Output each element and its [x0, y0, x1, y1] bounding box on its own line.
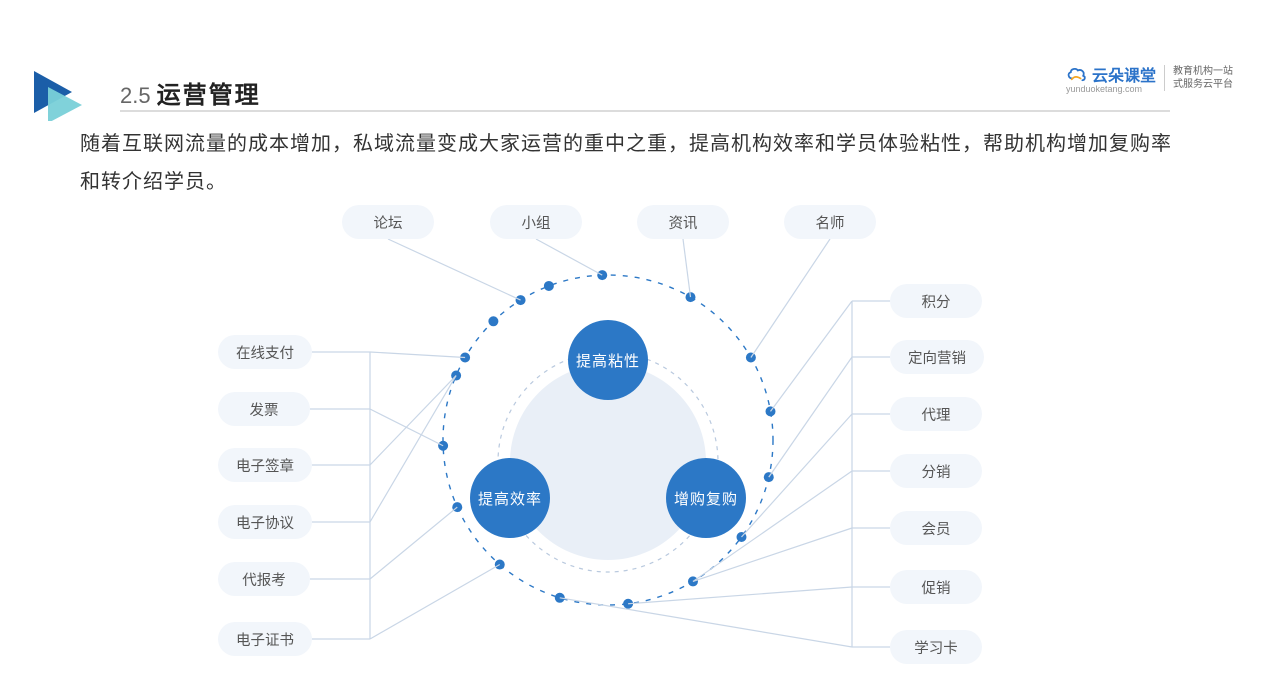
- pill-card: 学习卡: [890, 630, 982, 664]
- pill-points: 积分: [890, 284, 982, 318]
- section-number: 2.5: [120, 83, 151, 109]
- hub-left: 提高效率: [470, 458, 550, 538]
- logo-text: 云朵课堂: [1092, 62, 1156, 86]
- slide-header: 2.5 运营管理 云朵课堂 yunduoketang.com 教育机构一站 式服…: [0, 30, 1263, 90]
- pill-sign: 电子签章: [218, 448, 312, 482]
- logo-divider: [1164, 65, 1165, 91]
- cloud-icon: [1066, 66, 1088, 82]
- pill-news: 资讯: [637, 205, 729, 239]
- diagram-svg: [0, 190, 1263, 695]
- pill-member: 会员: [890, 511, 982, 545]
- pill-dist: 分销: [890, 454, 982, 488]
- pill-group: 小组: [490, 205, 582, 239]
- pill-agent: 代理: [890, 397, 982, 431]
- pill-pay: 在线支付: [218, 335, 312, 369]
- play-icon: [30, 65, 86, 121]
- pill-promo: 促销: [890, 570, 982, 604]
- section-title-text: 运营管理: [157, 75, 261, 110]
- section-title: 2.5 运营管理: [120, 75, 261, 110]
- pill-contract: 电子协议: [218, 505, 312, 539]
- pill-forum: 论坛: [342, 205, 434, 239]
- pill-teacher: 名师: [784, 205, 876, 239]
- pill-cert: 电子证书: [218, 622, 312, 656]
- pill-apply: 代报考: [218, 562, 310, 596]
- hub-top: 提高粘性: [568, 320, 648, 400]
- brand-logo: 云朵课堂 yunduoketang.com 教育机构一站 式服务云平台: [1066, 62, 1233, 94]
- pill-target: 定向营销: [890, 340, 984, 374]
- hub-right: 增购复购: [666, 458, 746, 538]
- pill-invoice: 发票: [218, 392, 310, 426]
- operations-diagram: 论坛 小组 资讯 名师在线支付发票电子签章电子协议代报考电子证书 积分定向营销代理分销会…: [0, 190, 1263, 695]
- title-underline: [120, 110, 1170, 112]
- logo-tagline: 教育机构一站 式服务云平台: [1173, 65, 1233, 91]
